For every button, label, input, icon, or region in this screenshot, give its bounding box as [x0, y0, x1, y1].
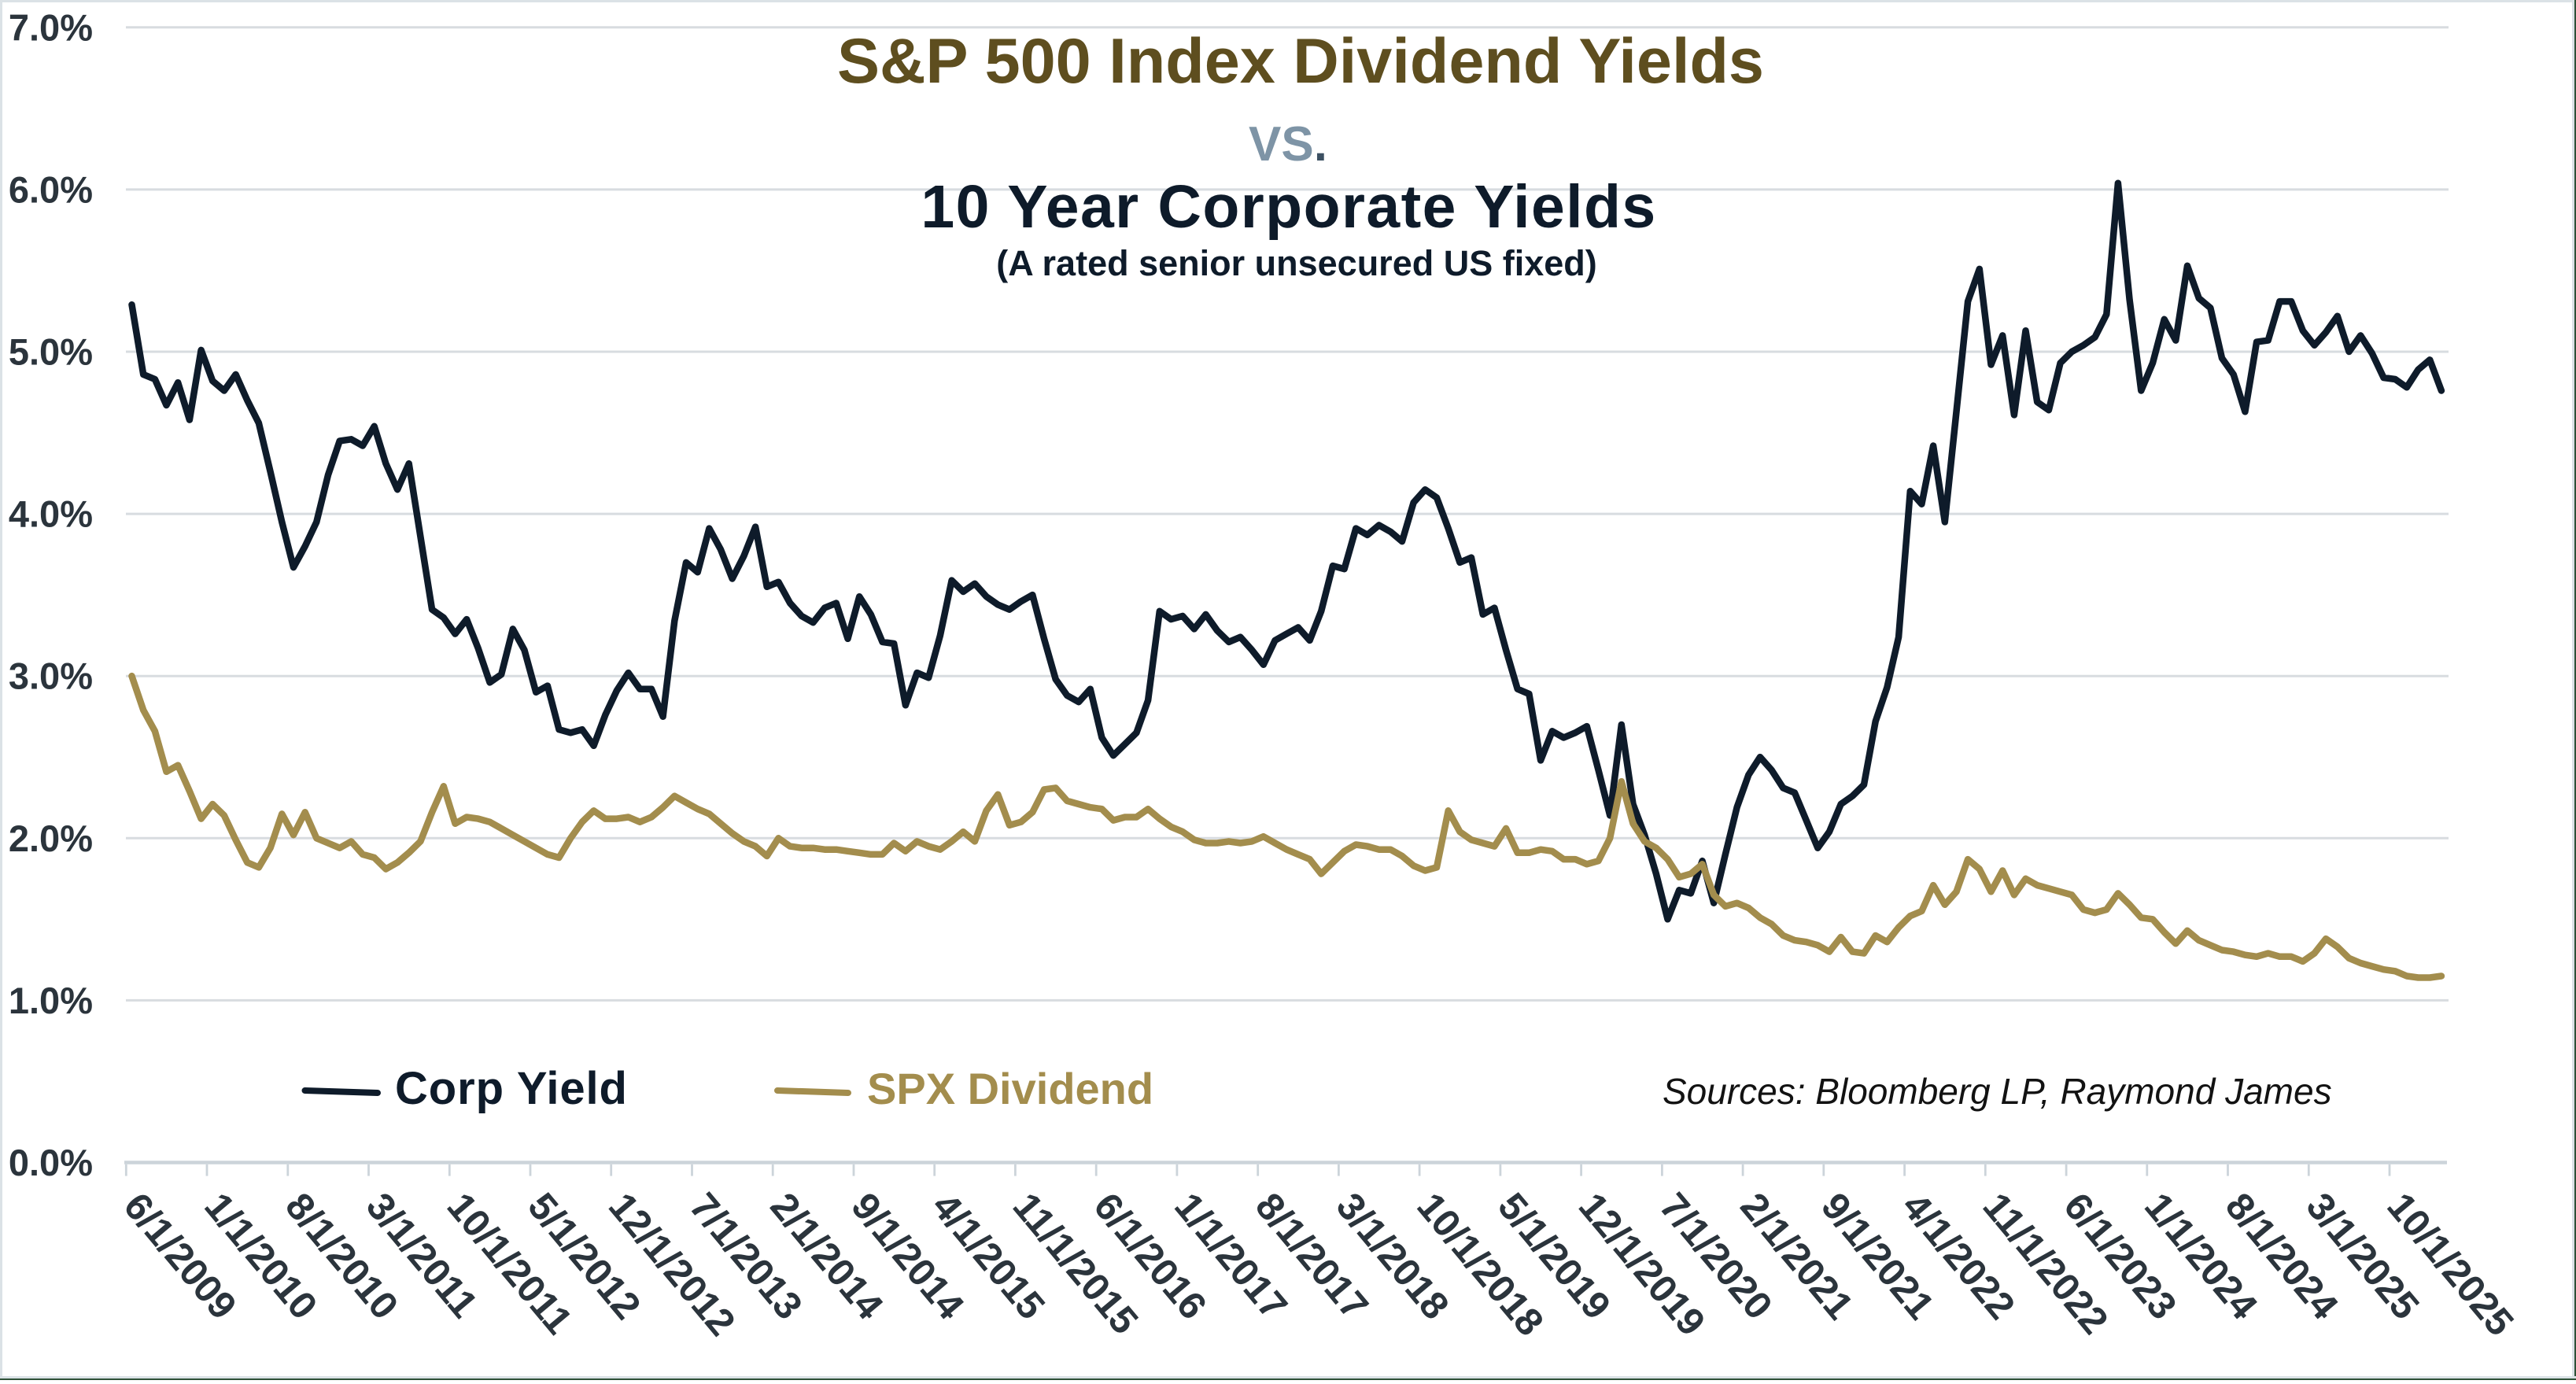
svg-text:SPX Dividend: SPX Dividend	[867, 1064, 1153, 1113]
svg-text:Sources: Bloomberg LP, Raymond: Sources: Bloomberg LP, Raymond James	[1663, 1071, 2332, 1112]
svg-text:5.0%: 5.0%	[9, 331, 93, 373]
svg-text:10 Year Corporate Yields: 10 Year Corporate Yields	[921, 173, 1656, 241]
svg-text:4.0%: 4.0%	[9, 493, 93, 535]
svg-text:0.0%: 0.0%	[9, 1142, 93, 1183]
svg-text:(A rated senior unsecured US f: (A rated senior unsecured US fixed)	[996, 243, 1597, 283]
svg-text:Corp Yield: Corp Yield	[395, 1063, 628, 1114]
svg-text:2.0%: 2.0%	[9, 817, 93, 859]
svg-text:S&P 500 Index Dividend Yields: S&P 500 Index Dividend Yields	[837, 26, 1764, 97]
svg-text:6.0%: 6.0%	[9, 168, 93, 210]
svg-text:1.0%: 1.0%	[9, 980, 93, 1021]
svg-text:VS.: VS.	[1249, 117, 1327, 172]
svg-text:7.0%: 7.0%	[9, 6, 93, 48]
svg-text:3.0%: 3.0%	[9, 655, 93, 697]
